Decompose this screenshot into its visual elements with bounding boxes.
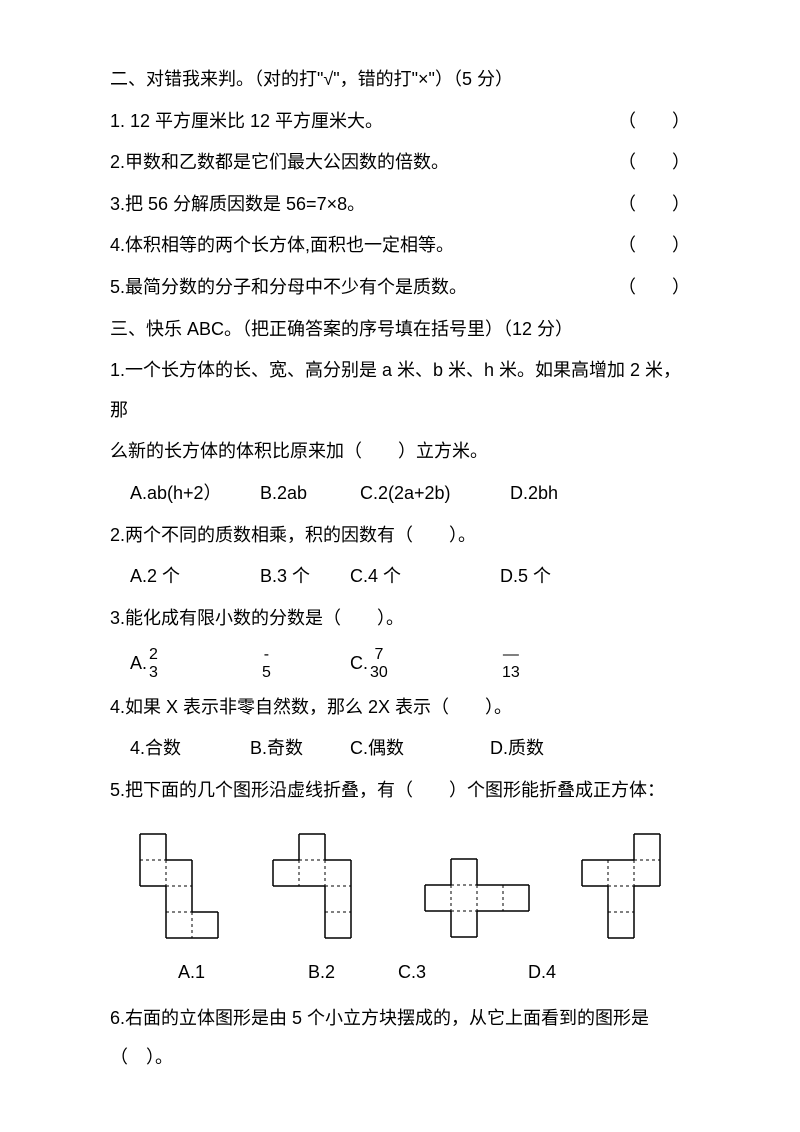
s3-q5-optD: D.4	[528, 953, 556, 993]
s3-q5-optB: B.2	[308, 953, 398, 993]
s3-q6-text: 6.右面的立体图形是由 5 个小立方块摆成的，从它上面看到的图形是（ ）。	[110, 999, 690, 1078]
s2-q2-text: 2.甲数和乙数都是它们最大公因数的倍数。	[110, 143, 449, 183]
s2-q2: 2.甲数和乙数都是它们最大公因数的倍数。 （ ）	[110, 143, 690, 183]
frac-den: 30	[370, 664, 388, 682]
fraction-icon: 2 3	[149, 646, 158, 681]
s3-q4-text: 4.如果 X 表示非零自然数，那么 2X 表示（ ）。	[110, 688, 690, 728]
s3-q3-optA: A. 2 3	[130, 646, 260, 681]
s2-q1: 1. 12 平方厘米比 12 平方厘米大。 （ ）	[110, 102, 690, 142]
s3-q2-optA: A.2 个	[130, 557, 260, 597]
s2-q3-blank: （ ）	[618, 185, 690, 225]
s3-q3-optD: — 13	[500, 646, 520, 681]
s3-q1-optC: C.2(2a+2b)	[360, 474, 510, 514]
s3-q5-text: 5.把下面的几个图形沿虚线折叠，有（ ）个图形能折叠成正方体：	[110, 771, 690, 811]
s3-q2-optD: D.5 个	[500, 557, 551, 597]
s3-q2-options: A.2 个 B.3 个 C.4 个 D.5 个	[110, 557, 690, 597]
s3-q3-C-label: C.	[350, 653, 368, 675]
s2-q4-blank: （ ）	[618, 226, 690, 266]
frac-den: 13	[502, 664, 520, 682]
s3-q3-options: A. 2 3 - 5 C. 7 30 — 13	[110, 640, 690, 687]
s3-q4-optA: 4.合数	[130, 729, 250, 769]
frac-num: 7	[374, 646, 383, 664]
s3-q1-options: A.ab(h+2） B.2ab C.2(2a+2b) D.2bh	[110, 474, 690, 514]
section3-title: 三、快乐 ABC。（把正确答案的序号填在括号里）（12 分）	[110, 310, 690, 350]
s2-q1-text: 1. 12 平方厘米比 12 平方厘米大。	[110, 102, 383, 142]
s3-q5-optA: A.1	[178, 953, 308, 993]
cube-net-2	[263, 830, 383, 945]
s3-q5-figures	[110, 812, 690, 953]
s3-q1-line2: 么新的长方体的体积比原来加（ ）立方米。	[110, 432, 690, 472]
frac-num: -	[264, 646, 269, 664]
frac-den: 5	[262, 664, 271, 682]
fraction-icon: 7 30	[370, 646, 388, 681]
s3-q2-optC: C.4 个	[350, 557, 500, 597]
cube-net-1	[110, 830, 230, 945]
s3-q4-optC: C.偶数	[350, 729, 490, 769]
cube-net-4	[570, 830, 690, 945]
s3-q3-text: 3.能化成有限小数的分数是（ ）。	[110, 599, 690, 639]
s2-q4-text: 4.体积相等的两个长方体,面积也一定相等。	[110, 226, 454, 266]
s3-q5-options: A.1 B.2 C.3 D.4	[110, 953, 690, 993]
s2-q5-blank: （ ）	[618, 268, 690, 308]
s2-q3: 3.把 56 分解质因数是 56=7×8。 （ ）	[110, 185, 690, 225]
s3-q1-optB: B.2ab	[260, 474, 360, 514]
s2-q5: 5.最简分数的分子和分母中不少有个是质数。 （ ）	[110, 268, 690, 308]
s3-q3-optC: C. 7 30	[350, 646, 500, 681]
s2-q3-text: 3.把 56 分解质因数是 56=7×8。	[110, 185, 365, 225]
s3-q1-optA: A.ab(h+2）	[130, 474, 260, 514]
s3-q1-optD: D.2bh	[510, 474, 558, 514]
s2-q1-blank: （ ）	[618, 102, 690, 142]
s3-q1-line1: 1.一个长方体的长、宽、高分别是 a 米、b 米、h 米。如果高增加 2 米，那	[110, 351, 690, 430]
section2-title: 二、对错我来判。（对的打"√"，错的打"×"）（5 分）	[110, 60, 690, 100]
fraction-icon: - 5	[262, 646, 271, 681]
s3-q4-options: 4.合数 B.奇数 C.偶数 D.质数	[110, 729, 690, 769]
s3-q4-optD: D.质数	[490, 729, 544, 769]
s3-q5-optC: C.3	[398, 953, 528, 993]
frac-den: 3	[149, 664, 158, 682]
s2-q2-blank: （ ）	[618, 143, 690, 183]
fraction-icon: — 13	[502, 646, 520, 681]
cube-net-3	[417, 855, 537, 945]
s3-q4-optB: B.奇数	[250, 729, 350, 769]
s2-q4: 4.体积相等的两个长方体,面积也一定相等。 （ ）	[110, 226, 690, 266]
frac-num: 2	[149, 646, 158, 664]
s3-q2-text: 2.两个不同的质数相乘，积的因数有（ ）。	[110, 516, 690, 556]
s3-q3-optB: - 5	[260, 646, 350, 681]
s3-q2-optB: B.3 个	[260, 557, 350, 597]
frac-num: —	[503, 646, 519, 664]
s3-q3-A-label: A.	[130, 653, 147, 675]
s2-q5-text: 5.最简分数的分子和分母中不少有个是质数。	[110, 268, 467, 308]
